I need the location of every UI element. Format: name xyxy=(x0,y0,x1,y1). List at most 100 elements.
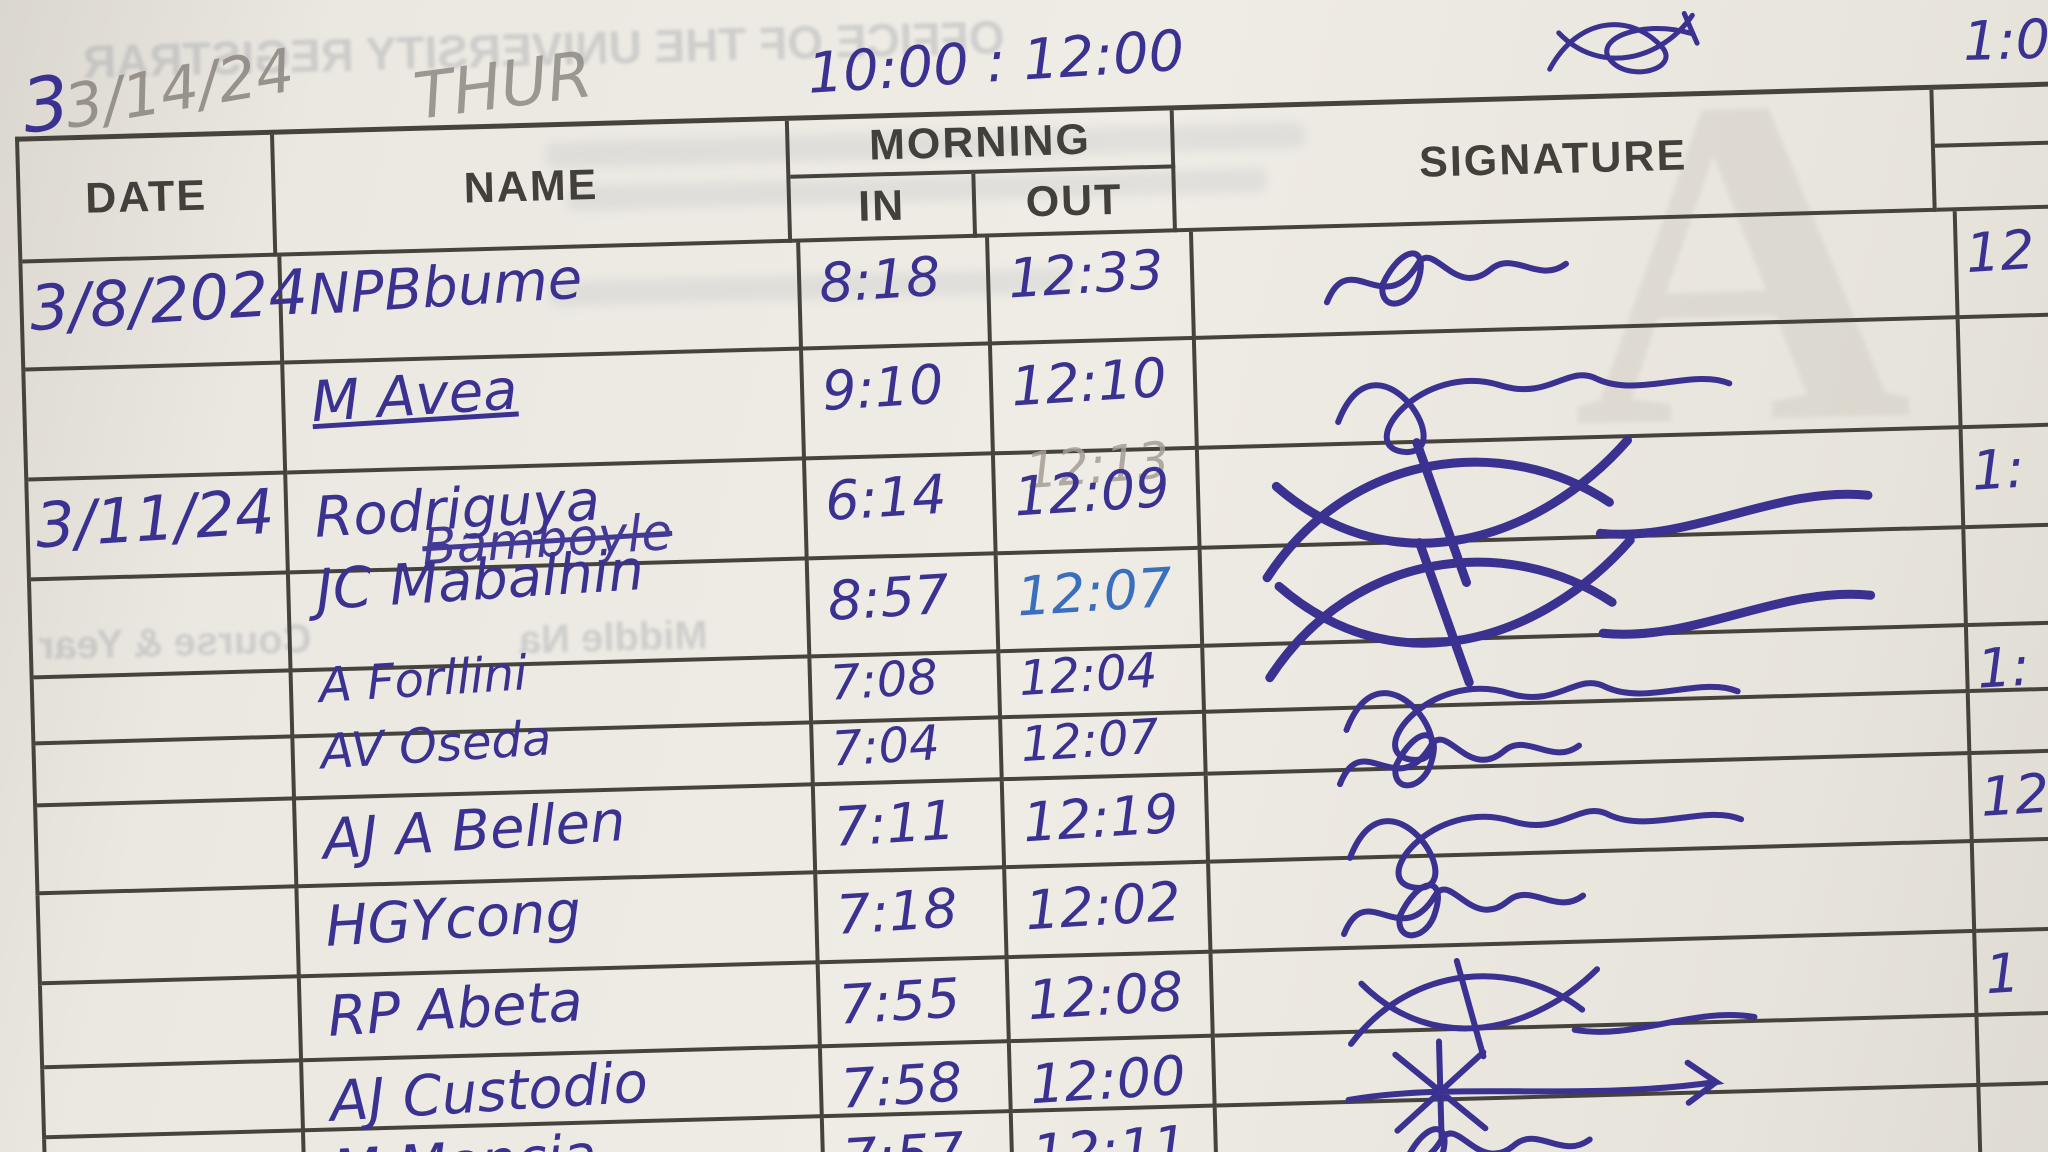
afternoon-cell-partial xyxy=(1980,1077,2048,1152)
signature-scribble xyxy=(1348,957,1758,1060)
signature-scribble xyxy=(1336,732,1583,789)
handwritten-time-in: 7:04 xyxy=(830,715,942,778)
handwritten-time-out: 12:33 xyxy=(1006,238,1166,311)
afternoon-cell-partial: 1: xyxy=(1967,618,2048,701)
time-in-cell: 6:14 xyxy=(806,455,998,561)
handwritten-time-in: 9:10 xyxy=(820,352,946,424)
signature-scribble xyxy=(1262,435,1873,587)
handwritten-time-in: 7:58 xyxy=(839,1050,965,1121)
handwritten-name: RodriguyaBamboyle xyxy=(312,468,674,577)
signature-cell xyxy=(1214,1016,1981,1145)
table-row: RP Abeta 7:55 12:08 1 xyxy=(37,923,2048,1070)
time-out-cell: 12:11 xyxy=(1012,1107,1220,1152)
handwritten-partial-digits: 12 xyxy=(1963,217,2037,286)
handwritten-time-out: 12:07 xyxy=(1019,708,1161,774)
handwritten-right-time-note: 1:0 xyxy=(1962,7,2048,73)
handwritten-time-out: 12:02 xyxy=(1023,869,1183,943)
table-row: A Forllini 7:08 12:04 1: xyxy=(29,618,2048,764)
handwritten-name: AV Oseda xyxy=(319,710,553,781)
handwritten-time-out: 12:10 xyxy=(1009,345,1169,419)
time-out-cell: 12:07 xyxy=(1002,709,1208,782)
table-row: AV Oseda 7:04 12:07 xyxy=(31,683,2048,808)
handwritten-time-out: 12:09 xyxy=(1012,455,1172,529)
crossed-out-scribble xyxy=(1547,10,1700,75)
handwritten-time-in: 6:14 xyxy=(823,462,949,533)
table-row: 3/8/2024 NPBbume 8:18 12:33 12 xyxy=(18,202,2048,372)
time-out-cell: 12:04 xyxy=(1000,643,1207,720)
time-in-cell: 7:04 xyxy=(813,715,1004,787)
header-name: NAME xyxy=(274,120,793,257)
attendance-table: DATE NAME MORNING IN OUT SIGNATURE AF I … xyxy=(14,75,2048,1152)
signature-cell xyxy=(1212,932,1979,1060)
handwritten-time-out: 12:07 xyxy=(1014,555,1175,629)
date-cell: 3/11/24 xyxy=(28,474,290,582)
signature-scribble xyxy=(1346,808,1745,891)
signature-scribble xyxy=(1341,882,1587,939)
handwritten-partial-digits: 1 xyxy=(1983,941,2022,1007)
time-in-cell: 8:57 xyxy=(808,555,1001,659)
name-cell: HGYcong xyxy=(298,874,820,979)
signature-cell xyxy=(1195,319,1963,456)
handwritten-time-in: 7:55 xyxy=(836,966,962,1037)
handwritten-time-in: 8:18 xyxy=(817,244,943,316)
handwritten-name: M Avea xyxy=(309,357,520,436)
time-in-cell: 7:18 xyxy=(817,869,1009,965)
handwritten-time-in: 7:11 xyxy=(832,788,957,859)
handwritten-name: NPBbume xyxy=(306,246,585,329)
table-row: JC Mabalhin 8:57 12:07 xyxy=(27,520,2048,687)
date-cell xyxy=(35,738,297,808)
table-row: 3/11/24 RodriguyaBamboyle 6:14 12:13 12:… xyxy=(24,420,2048,587)
time-out-cell: 12:33 xyxy=(989,231,1196,346)
table-row: HGYcong 7:18 12:02 xyxy=(35,833,2048,986)
date-cell xyxy=(44,1062,306,1140)
handwritten-time-out: 12:08 xyxy=(1025,959,1186,1033)
date-cell xyxy=(37,800,299,896)
handwritten-name: JC Mabalhin xyxy=(314,538,646,624)
table-row: M Mancia 7:57 12:11 xyxy=(42,1077,2048,1152)
date-cell xyxy=(31,574,293,680)
table-row: AJ Custodio 7:58 12:00 xyxy=(40,1007,2048,1145)
date-cell xyxy=(25,364,288,482)
table-row: M Avea 9:10 12:10 xyxy=(21,310,2048,482)
handwritten-time-out: 12:00 xyxy=(1028,1043,1188,1117)
handwritten-time-out: 12:11 xyxy=(1029,1113,1190,1152)
signature-cell xyxy=(1210,842,1977,954)
afternoon-cell-partial xyxy=(1973,833,2048,933)
date-cell xyxy=(33,672,295,746)
signature-scribble xyxy=(1335,372,1733,456)
afternoon-cell-partial xyxy=(1969,683,2048,755)
signature-scribble xyxy=(1265,535,1876,687)
time-in-cell: 7:55 xyxy=(819,959,1011,1049)
time-in-cell: 7:57 xyxy=(823,1113,1016,1152)
signature-cell xyxy=(1206,693,1972,789)
handwritten-name: RP Abeta xyxy=(325,969,585,1050)
handwritten-time-in: 8:57 xyxy=(825,562,951,633)
afternoon-cell-partial xyxy=(1965,520,2048,628)
signature-cell xyxy=(1216,1086,1984,1152)
header-date: DATE xyxy=(19,134,278,264)
handwritten-name: M Mancia xyxy=(330,1123,598,1152)
table-row: AJ A Bellen 7:11 12:19 12 xyxy=(33,745,2048,896)
handwritten-time-in: 7:08 xyxy=(828,649,940,712)
time-in-cell: 7:11 xyxy=(814,781,1007,875)
header-afternoon-partial: AF xyxy=(1933,80,2048,148)
name-cell: NPBbume xyxy=(281,242,804,365)
afternoon-cell-partial: 1 xyxy=(1976,923,2048,1017)
handwritten-date: 3/11/24 xyxy=(33,474,277,563)
table-body: 3/8/2024 NPBbume 8:18 12:33 12 M Avea xyxy=(18,202,2048,1152)
signature-scribble xyxy=(1343,680,1741,764)
signature-scribble xyxy=(1347,1126,1593,1152)
time-out-cell: 12:19 xyxy=(1003,775,1211,870)
handwritten-partial-digits: 12 xyxy=(1978,761,2048,829)
afternoon-cell-partial: 12 xyxy=(1956,202,2048,320)
time-in-cell: 7:08 xyxy=(811,649,1003,725)
time-out-cell: 12:00 xyxy=(1010,1037,1217,1116)
time-in-cell: 9:10 xyxy=(803,345,995,461)
signature-cell xyxy=(1198,429,1966,587)
handwritten-date: 3/8/2024 xyxy=(27,255,310,346)
date-cell xyxy=(39,888,301,986)
signature-cell xyxy=(1201,529,1968,687)
handwritten-time-in: 7:57 xyxy=(841,1120,966,1152)
time-out-cell: 12:07 xyxy=(997,549,1205,654)
